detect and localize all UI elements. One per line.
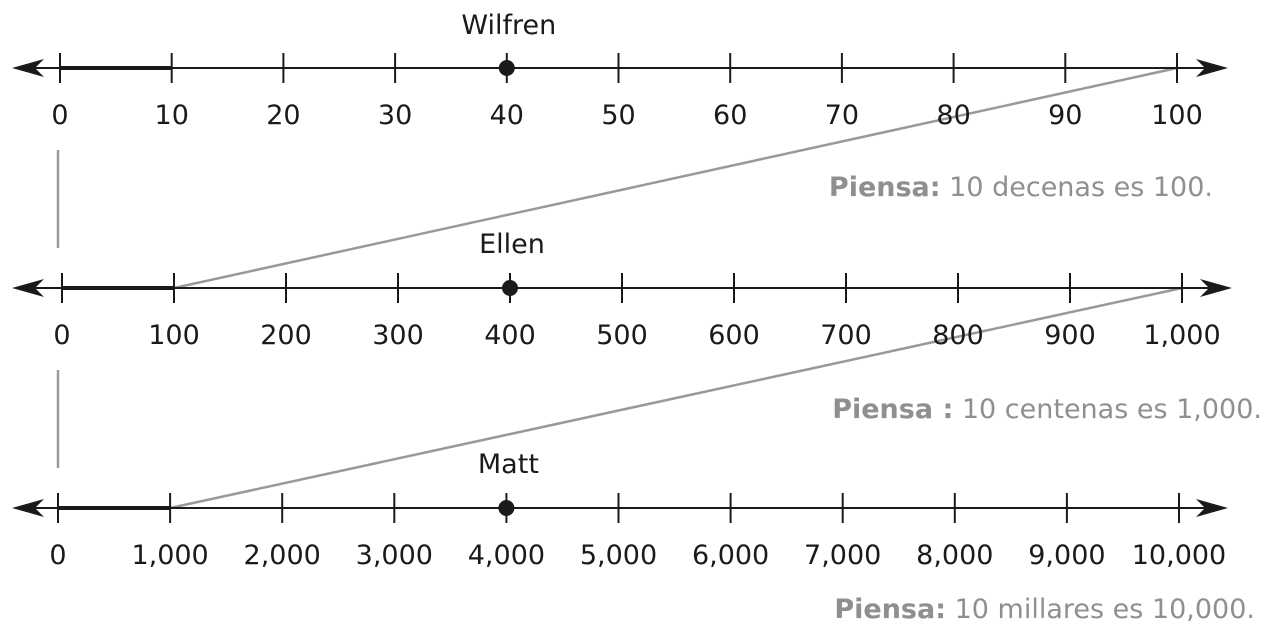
left-arrow-icon (12, 59, 44, 77)
zoom-guide-line (173, 66, 1178, 290)
plotted-point (502, 280, 518, 296)
number-line-3: 0 1,000 2,000 3,000 4,000 5,000 6,000 7,000 8,00… (12, 449, 1255, 625)
right-arrow-icon (1200, 279, 1232, 297)
tick-label: 800 (932, 320, 984, 351)
tick-label: 100 (1151, 100, 1203, 131)
tick-label: 400 (484, 320, 536, 351)
tick-label: 40 (490, 100, 524, 131)
tick-label: 30 (378, 100, 412, 131)
left-arrow-icon (12, 279, 44, 297)
zoom-guides (56, 66, 1183, 510)
tick-label: 3,000 (356, 540, 433, 571)
tick-label: 4,000 (468, 540, 545, 571)
tick-label: 200 (260, 320, 312, 351)
tick-label: 50 (601, 100, 635, 131)
person-label: Matt (478, 449, 539, 480)
tick-label: 60 (713, 100, 747, 131)
tick-label: 2,000 (244, 540, 321, 571)
plotted-point (498, 60, 515, 76)
tick-label: 0 (53, 320, 70, 351)
tick-label: 10,000 (1132, 540, 1226, 571)
tick-label: 70 (825, 100, 859, 131)
think-note: Piensa: 10 millares es 10,000. (834, 594, 1255, 625)
tick-label: 9,000 (1028, 540, 1105, 571)
tick-label: 5,000 (580, 540, 657, 571)
tick-label: 80 (936, 100, 970, 131)
tick-label: 100 (148, 320, 200, 351)
think-note-label: Piensa : (832, 394, 953, 425)
tick-label: 500 (596, 320, 648, 351)
tick-label: 900 (1044, 320, 1096, 351)
tick-label: 7,000 (804, 540, 881, 571)
think-note-label: Piensa: (829, 172, 941, 203)
think-note: Piensa: 10 decenas es 100. (829, 172, 1213, 203)
left-arrow-icon (12, 499, 44, 517)
person-label: Wilfren (461, 10, 556, 41)
tick-label: 1,000 (131, 540, 208, 571)
right-arrow-icon (1196, 59, 1228, 77)
think-note-text: 10 decenas es 100. (941, 172, 1213, 203)
think-note-text: 10 centenas es 1,000. (953, 394, 1262, 425)
number-lines: 0 10 20 30 40 50 60 70 80 90 100 Wilfren Piensa: 10 … (12, 10, 1262, 625)
plotted-point (498, 500, 515, 516)
tick-label: 0 (51, 100, 68, 131)
number-line-1: 0 10 20 30 40 50 60 70 80 90 100 Wilfren Piensa: 10 … (12, 10, 1228, 203)
tick-label: 20 (266, 100, 300, 131)
tick-label: 600 (708, 320, 760, 351)
tick-label: 300 (372, 320, 424, 351)
tick-label: 90 (1048, 100, 1082, 131)
tick-label: 8,000 (916, 540, 993, 571)
tick-label: 1,000 (1143, 320, 1220, 351)
person-label: Ellen (479, 229, 545, 260)
think-note-text: 10 millares es 10,000. (946, 594, 1255, 625)
tick-label: 6,000 (692, 540, 769, 571)
tick-label: 10 (155, 100, 189, 131)
tick-label: 700 (820, 320, 872, 351)
tick-label: 0 (49, 540, 66, 571)
think-note: Piensa : 10 centenas es 1,000. (832, 394, 1262, 425)
right-arrow-icon (1196, 499, 1228, 517)
think-note-label: Piensa: (834, 594, 946, 625)
number-line-2: 0 100 200 300 400 500 600 700 800 900 1,000 Ellen Pi… (12, 229, 1262, 425)
zoom-guide-line (169, 286, 1183, 510)
